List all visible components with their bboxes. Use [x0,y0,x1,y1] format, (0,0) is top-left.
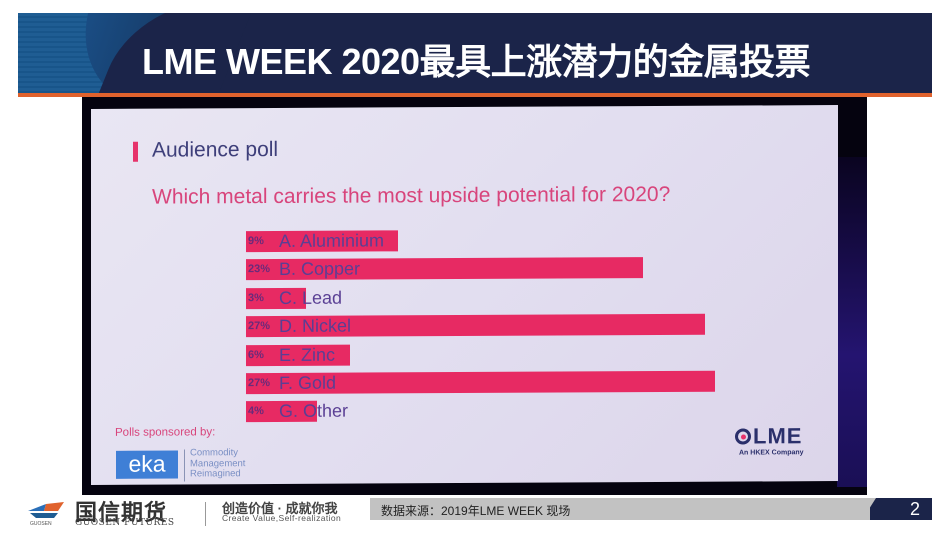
header-accent-line [18,93,932,97]
bar-percent: 9% [248,235,264,248]
projected-slide: Audience poll Which metal carries the mo… [91,105,838,485]
bar-percent: 23% [248,263,271,276]
poll-heading: Audience poll [152,137,279,162]
slide-photo: Audience poll Which metal carries the mo… [82,97,867,495]
slogan-en: Create Value,Self-realization [222,513,342,523]
sponsor-tagline: Commodity Management Reimagined [190,447,245,480]
sponsor-divider [184,449,185,482]
company-name-cn: 国信期货 [75,500,168,526]
lme-wordmark: LME [753,423,803,449]
poll-bar-chart: 9% A. Aluminium 23% B. Copper 3% C. Lead… [246,228,806,430]
guosen-small-text: GUOSEN [30,521,52,527]
poll-row-lead: 3% C. Lead [246,285,806,316]
bar-label: C. Lead [279,287,343,308]
poll-row-nickel: 27% D. Nickel [246,313,806,344]
lme-ring-icon [735,428,751,445]
bar-percent: 6% [248,348,264,361]
data-source: 数据来源：2019年LME WEEK 现场 [381,504,571,518]
page-number: 2 [909,499,920,519]
poll-row-copper: 23% B. Copper [246,257,806,288]
poll-row-aluminium: 9% A. Aluminium [246,228,806,259]
lme-logo: LME [735,423,802,449]
bar-percent: 4% [248,405,264,418]
bar-percent: 3% [248,291,264,304]
slogan-cn: 创造价值 · 成就你我 [222,501,338,516]
bar-percent: 27% [248,320,271,333]
title-banner: LME WEEK 2020最具上涨潜力的金属投票 [18,13,932,93]
bar-label: B. Copper [279,258,361,280]
lme-subtitle: An HKEX Company [739,449,804,457]
page-title: LME WEEK 2020最具上涨潜力的金属投票 [142,41,811,82]
company-name-en: GUOSEN FUTURES [75,518,175,528]
poll-row-other: 4% G. Other [246,399,806,430]
page-number-tab [870,498,932,520]
eka-logo: eka [116,450,178,479]
guosen-arrow-icon [28,502,64,518]
heading-marker [133,141,138,162]
footer-divider [205,502,206,526]
bar-percent: 27% [248,376,271,390]
bar-label: G. Other [279,400,349,422]
poll-question: Which metal carries the most upside pote… [152,182,671,209]
tagline-line: Reimagined [190,468,241,480]
sponsor-label: Polls sponsored by: [115,426,216,439]
bar-label: D. Nickel [279,315,352,337]
poll-row-zinc: 6% E. Zinc [246,342,806,373]
source-bar [370,498,870,520]
poll-row-gold: 27% F. Gold [246,370,806,401]
bar-label: E. Zinc [279,344,336,365]
bar-label: A. Aluminium [279,230,385,251]
page-tab-slant [862,498,876,520]
bar-label: F. Gold [279,372,337,393]
stage-light-decoration [837,157,867,487]
